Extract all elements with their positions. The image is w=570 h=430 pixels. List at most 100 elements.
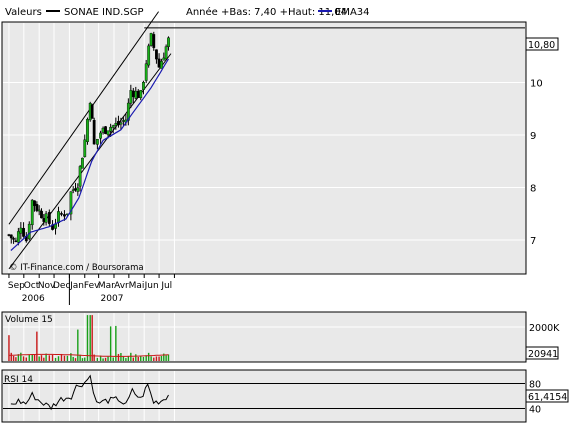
candle-body bbox=[47, 212, 51, 224]
candle-body bbox=[27, 223, 31, 240]
candle-body bbox=[162, 57, 166, 61]
candle-body bbox=[131, 90, 135, 98]
candle-body bbox=[152, 34, 156, 48]
candle-body bbox=[42, 218, 46, 222]
month-label: Oct bbox=[24, 281, 40, 291]
month-label: Avr bbox=[114, 281, 129, 291]
volume-panel-bg bbox=[1, 311, 527, 363]
candle-body bbox=[60, 213, 63, 215]
candle-body bbox=[134, 90, 138, 99]
month-label: Mai bbox=[129, 281, 145, 291]
candle-body bbox=[69, 191, 73, 215]
candle-body bbox=[22, 228, 25, 237]
price-tick-label: 10 bbox=[530, 79, 543, 90]
candle-body bbox=[71, 189, 75, 191]
candle-body bbox=[95, 138, 99, 145]
ema34-line bbox=[10, 58, 170, 251]
chart-legend: Valeurs SONAE IND.SGP Année +Bas: 7,40 +… bbox=[5, 6, 370, 18]
volume-last-value: 20941 bbox=[528, 349, 558, 360]
price-last-badge: 10,80 bbox=[525, 37, 559, 51]
month-label: Sep bbox=[8, 281, 25, 291]
year-label: 2006 bbox=[22, 294, 45, 304]
candle-body bbox=[19, 227, 23, 234]
volume-bars bbox=[8, 315, 170, 361]
candle-body bbox=[37, 209, 41, 212]
candle-body bbox=[139, 90, 143, 98]
candle-body bbox=[92, 120, 96, 145]
legend-ema-label: EMA34 bbox=[335, 7, 370, 18]
candle-body bbox=[114, 123, 118, 126]
price-tick-label: 8 bbox=[530, 184, 536, 195]
candle-body bbox=[90, 104, 94, 119]
candle-body bbox=[78, 166, 82, 187]
volume-title: Volume 15 bbox=[5, 315, 53, 325]
candle-body bbox=[149, 33, 153, 46]
candle-body bbox=[164, 46, 168, 60]
candle-body bbox=[121, 120, 125, 122]
candle-body bbox=[40, 210, 43, 219]
candle-body bbox=[147, 45, 151, 66]
candle-body bbox=[129, 90, 133, 104]
volume-last-badge: 20941 bbox=[525, 346, 559, 360]
month-label: Jul bbox=[160, 281, 172, 291]
candle-body bbox=[74, 188, 77, 191]
candle-body bbox=[111, 125, 115, 128]
month-label: Jun bbox=[144, 281, 159, 291]
candle-body bbox=[117, 121, 120, 126]
candle-body bbox=[104, 126, 107, 134]
channel-line-upper bbox=[8, 11, 159, 225]
candle-body bbox=[35, 204, 39, 211]
rsi-tick-label: 80 bbox=[529, 380, 541, 391]
candle-body bbox=[12, 238, 15, 240]
candle-body bbox=[136, 90, 140, 98]
legend-values-label: Valeurs bbox=[5, 7, 42, 18]
candle-body bbox=[160, 61, 163, 69]
month-label: Mar bbox=[98, 281, 115, 291]
candle-body bbox=[54, 224, 57, 229]
candle-body bbox=[109, 126, 113, 132]
candle-body bbox=[83, 139, 87, 157]
volume-average-line bbox=[8, 353, 169, 357]
grid-lines bbox=[3, 23, 525, 421]
price-candles bbox=[7, 31, 170, 246]
price-tick-label: 9 bbox=[530, 131, 536, 142]
month-label: Dec bbox=[53, 281, 70, 291]
price-panel-bg bbox=[1, 21, 527, 275]
candle-body bbox=[16, 231, 20, 243]
month-label: Jan bbox=[69, 281, 84, 291]
rsi-last-badge: 61,4154 bbox=[525, 389, 569, 403]
candle-body bbox=[30, 199, 34, 226]
price-last-value: 10,80 bbox=[528, 40, 555, 51]
candle-body bbox=[86, 119, 89, 142]
year-label: 2007 bbox=[101, 294, 124, 304]
candle-body bbox=[44, 213, 48, 223]
month-label: Fev bbox=[84, 281, 100, 291]
candle-body bbox=[9, 234, 13, 239]
candle-body bbox=[81, 157, 84, 169]
candle-body bbox=[76, 187, 80, 192]
candle-body bbox=[106, 130, 110, 135]
candle-body bbox=[126, 102, 130, 121]
price-tick-label: 7 bbox=[530, 236, 536, 247]
legend-ticker: SONAE IND.SGP bbox=[64, 7, 143, 18]
rsi-tick-label: 40 bbox=[529, 405, 541, 416]
candle-body bbox=[167, 37, 170, 47]
rsi-title: RSI 14 bbox=[4, 375, 33, 385]
candle-body bbox=[57, 211, 60, 223]
volume-tick-2000k: 2000K bbox=[529, 323, 560, 334]
candle-body bbox=[99, 132, 103, 139]
candle-body bbox=[33, 200, 36, 207]
candle-body bbox=[155, 49, 158, 60]
candle-body bbox=[144, 63, 148, 81]
candle-body bbox=[157, 58, 161, 68]
ema-line bbox=[10, 58, 170, 251]
rsi-line-path bbox=[10, 374, 169, 411]
candle-body bbox=[101, 127, 105, 133]
candle-body bbox=[63, 214, 66, 217]
rsi-line bbox=[3, 374, 525, 411]
watermark: © IT-Finance.com / Boursorama bbox=[9, 263, 144, 273]
rsi-last-value: 61,4154 bbox=[528, 392, 567, 403]
candle-body bbox=[142, 82, 145, 90]
